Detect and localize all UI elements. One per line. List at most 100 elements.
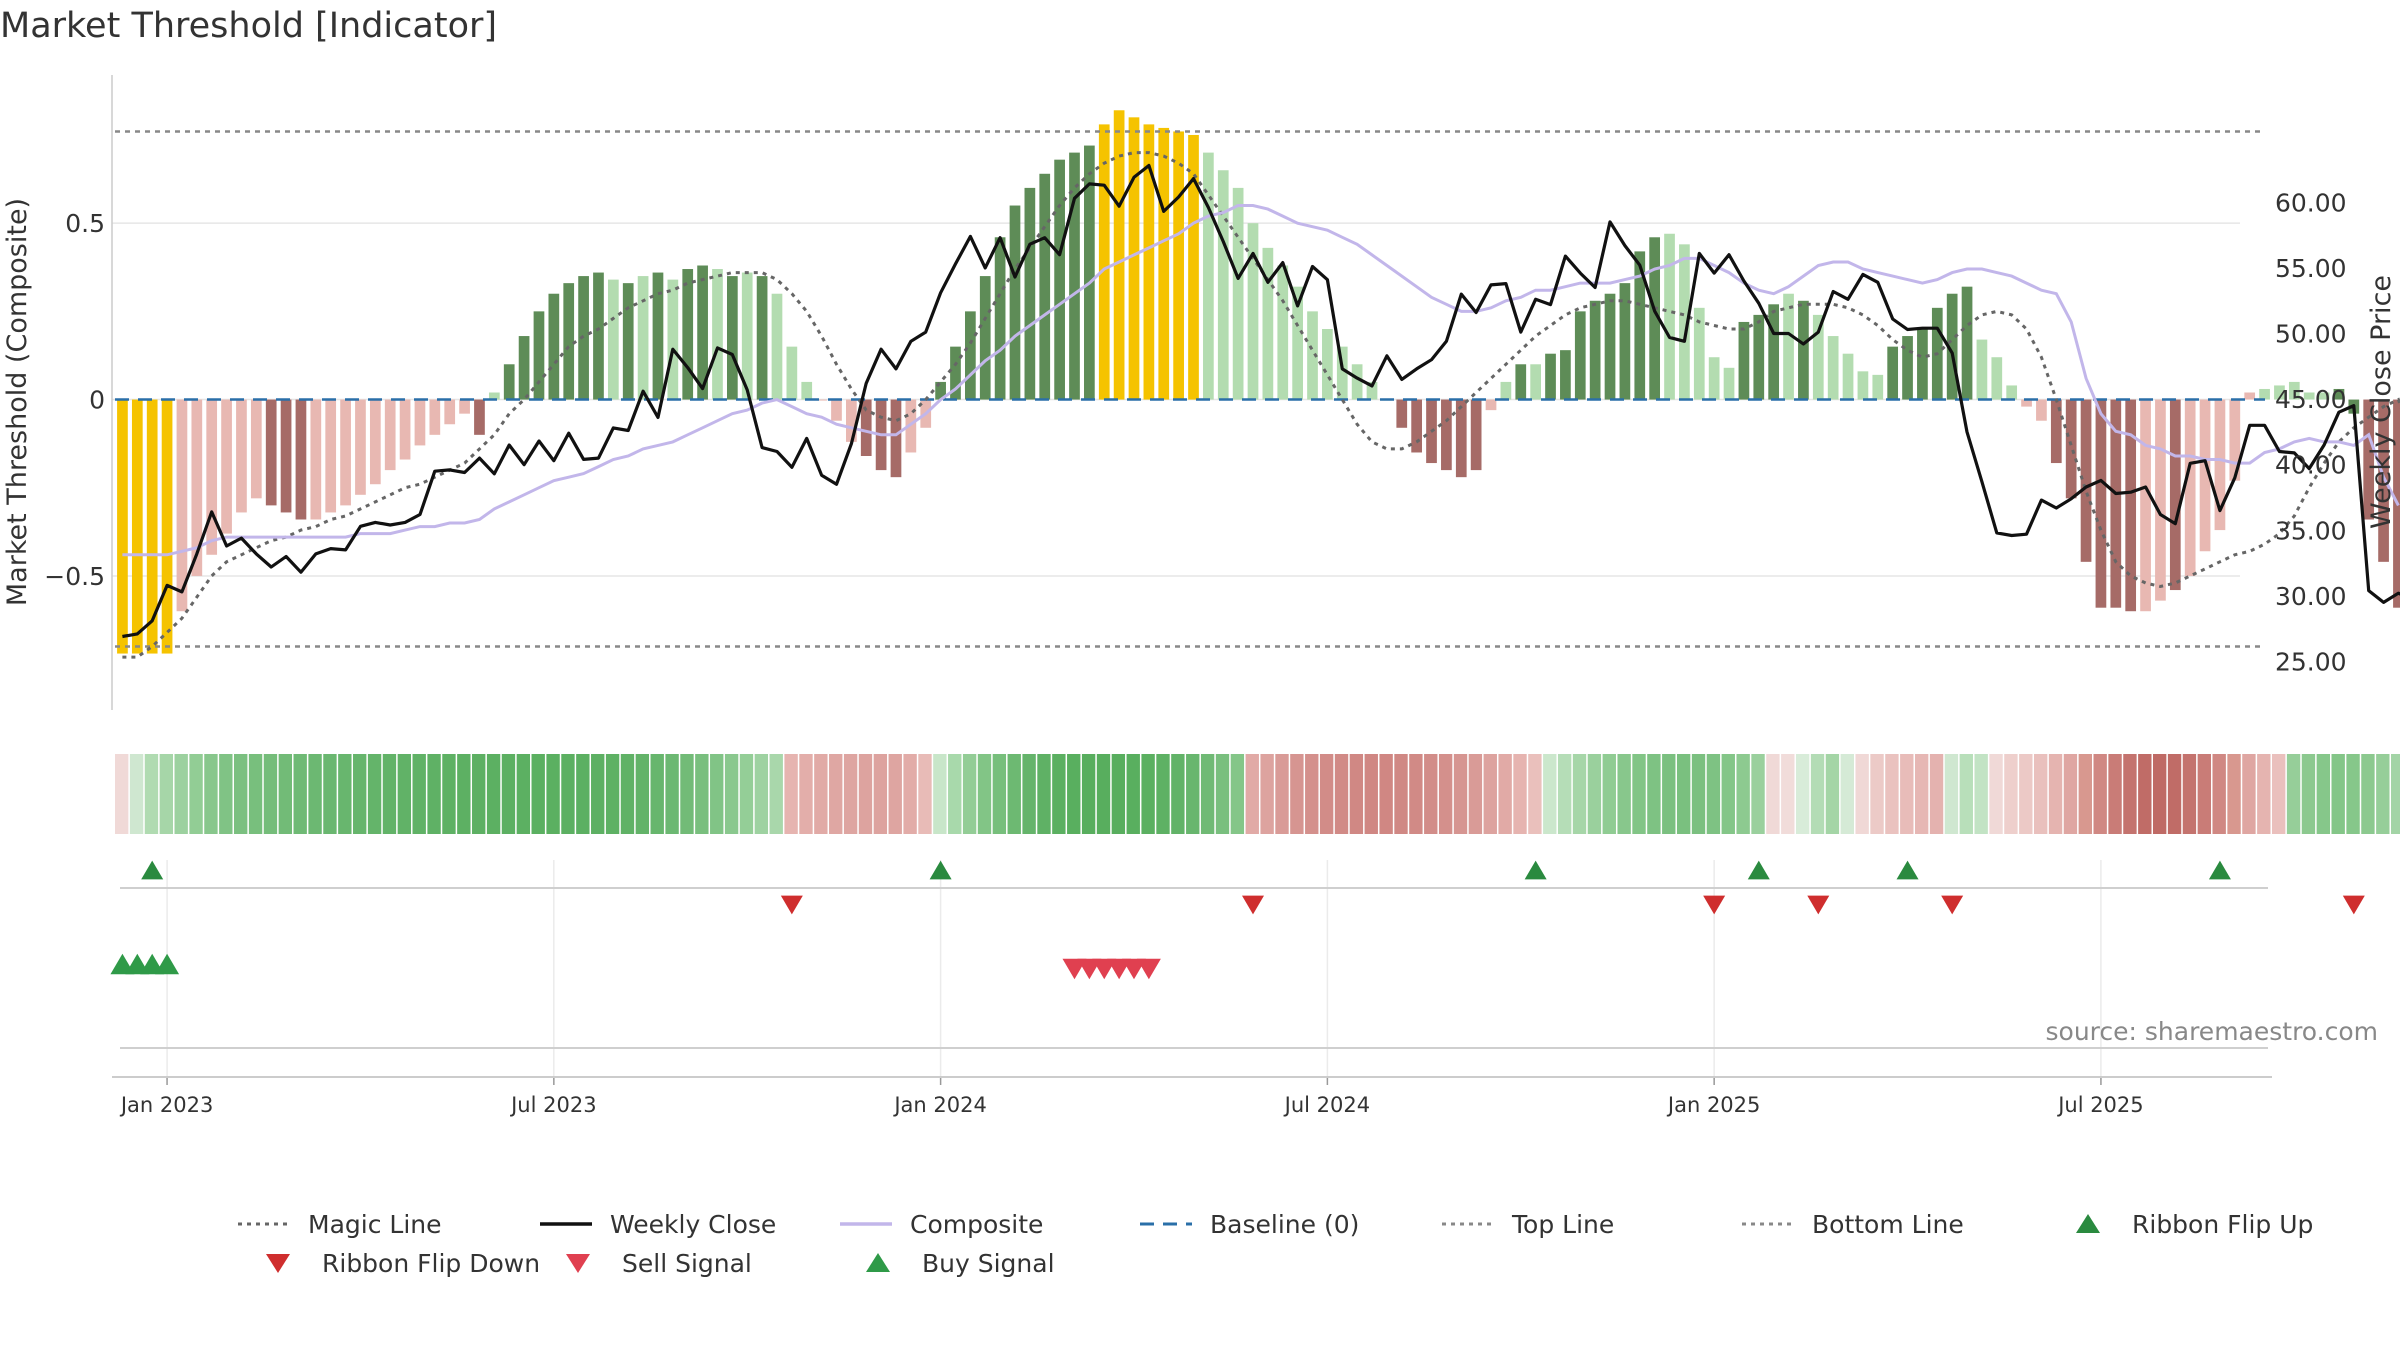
composite-bar [1054, 159, 1065, 400]
composite-bar [176, 399, 188, 612]
y2-tick-label: 30.00 [2275, 582, 2347, 611]
legend-swatch [566, 1254, 590, 1273]
ribbon-cell [829, 754, 843, 834]
composite-bar [831, 399, 842, 421]
composite-bar [1812, 314, 1824, 400]
composite-bar [1902, 336, 1913, 400]
ribbon-layer [115, 754, 2400, 834]
composite-bar [1217, 170, 1229, 400]
ribbon-cell [1766, 754, 1780, 834]
composite-bar [1441, 399, 1452, 471]
composite-bar [2259, 388, 2270, 400]
ribbon-cell [2212, 754, 2226, 834]
ribbon-cell [1706, 754, 1721, 834]
legend-label: Bottom Line [1812, 1210, 1964, 1239]
ribbon-cell [189, 754, 203, 834]
legend-item: Bottom Line [1742, 1210, 1964, 1239]
ribbon-cell [1870, 754, 1884, 834]
ribbon-cell [1617, 754, 1631, 834]
composite-bar [533, 311, 545, 400]
composite-bar [979, 276, 991, 400]
ribbon-cell [680, 754, 694, 834]
ribbon-cell [576, 754, 590, 834]
composite-bar [429, 399, 441, 435]
composite-bar [1976, 339, 1988, 400]
ribbon-cell [1781, 754, 1795, 834]
composite-bar [652, 272, 664, 400]
y2-tick-label: 40.00 [2275, 451, 2347, 480]
composite-bar [131, 399, 143, 654]
composite-bar [2214, 399, 2226, 531]
composite-bar [712, 269, 723, 400]
ribbon-cell [1825, 754, 1840, 834]
composite-bar [191, 399, 203, 576]
ribbon-flip-up-marker [1747, 860, 1770, 880]
composite-bar [2318, 392, 2330, 400]
composite-bar [1143, 124, 1155, 400]
composite-bar [816, 399, 827, 401]
ribbon-cell [948, 754, 962, 834]
ribbon-cell [814, 754, 828, 834]
composite-bar [325, 399, 337, 513]
y-tick-label: −0.5 [44, 562, 105, 591]
legend-item: Sell Signal [566, 1249, 752, 1278]
composite-bar [1232, 187, 1244, 400]
composite-bar [2140, 399, 2151, 612]
composite-bar [459, 399, 470, 414]
composite-bar [117, 399, 128, 654]
y2-tick-label: 55.00 [2275, 254, 2347, 283]
composite-bar [399, 399, 411, 460]
ribbon-cell [1230, 754, 1245, 834]
composite-bar [2021, 399, 2032, 407]
composite-bar [206, 399, 218, 555]
ribbon-cell [1691, 754, 1706, 834]
ribbon-cell [427, 754, 441, 834]
ribbon-cell [1379, 754, 1393, 834]
ribbon-cell [2227, 754, 2241, 834]
composite-bar [1634, 251, 1646, 400]
ribbon-cell [1914, 754, 1929, 834]
legend-item: Top Line [1442, 1210, 1614, 1239]
composite-bar [1783, 293, 1794, 400]
ribbon-cell [1602, 754, 1616, 834]
ribbon-flip-up-marker [929, 860, 952, 880]
composite-bar [1560, 350, 1571, 400]
composite-bar [1693, 307, 1705, 400]
ribbon-cell [516, 754, 531, 834]
legend-item: Composite [840, 1210, 1043, 1239]
legend-label: Buy Signal [922, 1249, 1055, 1278]
composite-bar [994, 237, 1006, 400]
ribbon-cell [144, 754, 159, 834]
composite-bar [1619, 283, 1631, 400]
ribbon-flip-up-marker [141, 860, 164, 880]
series-line-layer [115, 130, 2400, 659]
legend-label: Ribbon Flip Up [2132, 1210, 2313, 1239]
ribbon-cell [1245, 754, 1259, 834]
composite-bar [2095, 399, 2107, 608]
ribbon-flip-down-marker [1807, 895, 1830, 915]
ribbon-cell [1409, 754, 1423, 834]
composite-bar [518, 336, 530, 400]
composite-bar [2303, 392, 2315, 400]
legend-item: Buy Signal [866, 1249, 1055, 1278]
legend-item: Ribbon Flip Up [2076, 1210, 2313, 1239]
legend-label: Sell Signal [622, 1249, 752, 1278]
ribbon-cell [1959, 754, 1973, 834]
legend: Magic Line Weekly Close Composite Baseline … [238, 1210, 2313, 1278]
composite-bar [1842, 353, 1854, 400]
ribbon-flip-down-marker [780, 895, 803, 915]
composite-bar [1708, 357, 1720, 400]
composite-bar [474, 399, 485, 435]
composite-bar [1649, 237, 1661, 400]
ribbon-cell [1364, 754, 1378, 834]
ribbon-cell [531, 754, 545, 834]
ribbon-cell [2376, 754, 2390, 834]
ribbon-cell [2078, 754, 2092, 834]
composite-bar [488, 392, 500, 400]
ribbon-cell [1929, 754, 1944, 834]
composite-bar [1545, 353, 1556, 400]
composite-bar [1768, 304, 1780, 400]
y2-tick-label: 60.00 [2275, 188, 2347, 217]
ribbon-cell [501, 754, 516, 834]
